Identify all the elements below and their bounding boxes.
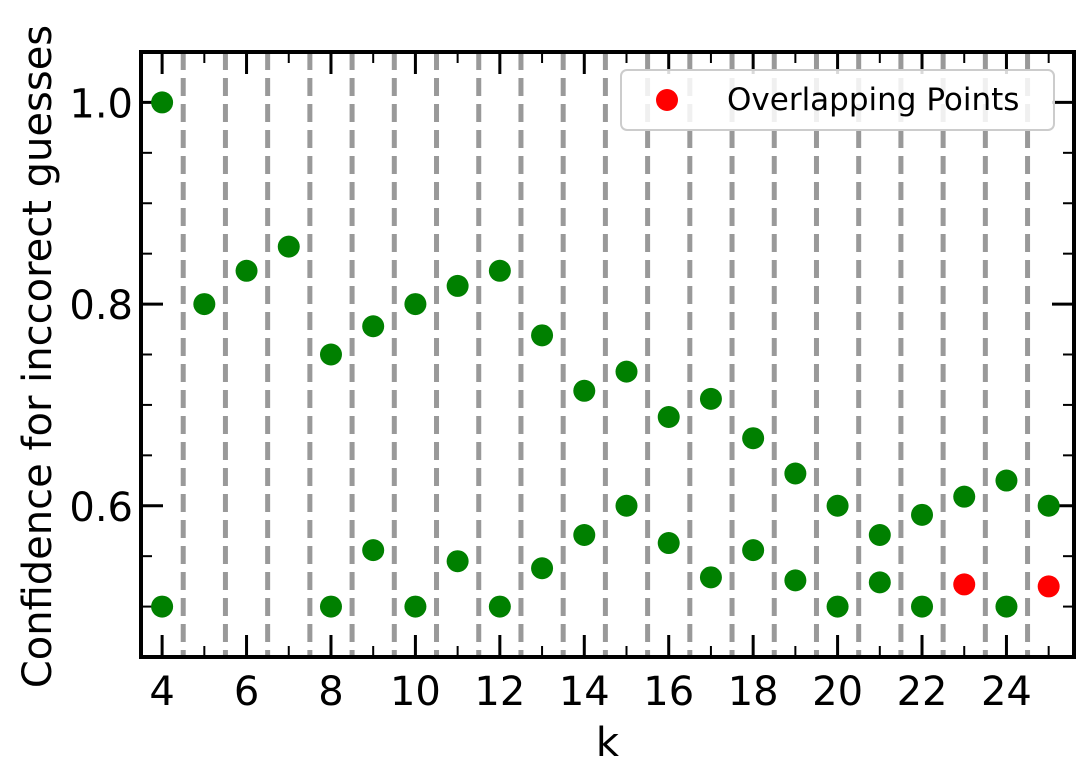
legend: Overlapping Points: [620, 69, 1055, 131]
data-point: [531, 557, 554, 580]
data-point: [911, 503, 934, 526]
vertical-dashed-lines: [180, 52, 1031, 657]
data-point: [826, 494, 849, 517]
overlap-point: [953, 573, 976, 596]
data-point: [953, 485, 976, 508]
data-point: [826, 595, 849, 618]
data-point: [488, 595, 511, 618]
legend-box: [620, 69, 1055, 131]
x-axis-label: k: [596, 720, 620, 766]
tick-labels: 4 6 8 10 12 14 16 18 20 22 24 0.6 0.8 1.0: [69, 81, 1032, 715]
data-point: [319, 595, 342, 618]
x-tick-label: 8: [318, 669, 343, 715]
y-axis-label: Confidence for inccorect guesses: [15, 25, 61, 688]
data-point: [404, 293, 427, 316]
data-point: [362, 315, 385, 338]
data-point: [362, 539, 385, 562]
x-tick-label: 24: [981, 669, 1032, 715]
data-point: [193, 293, 216, 316]
data-point: [151, 595, 174, 618]
data-point: [699, 566, 722, 589]
x-tick-label: 22: [897, 669, 948, 715]
data-point: [742, 427, 765, 450]
x-tick-label: 12: [474, 669, 525, 715]
legend-marker-overlapping: [656, 89, 678, 111]
x-tick-label: 14: [559, 669, 610, 715]
data-point: [235, 259, 258, 282]
data-point: [446, 550, 469, 573]
data-point: [319, 343, 342, 366]
data-point: [995, 595, 1018, 618]
data-point: [995, 469, 1018, 492]
data-point: [784, 462, 807, 485]
data-point: [911, 595, 934, 618]
plot-frame: [139, 50, 1076, 659]
y-tick-label: 1.0: [69, 81, 133, 127]
y-tick-label: 0.8: [69, 283, 133, 329]
data-point: [446, 274, 469, 297]
data-point: [868, 523, 891, 546]
data-point: [1037, 494, 1060, 517]
data-point: [151, 91, 174, 114]
data-point: [615, 494, 638, 517]
data-point: [531, 324, 554, 347]
data-point: [404, 595, 427, 618]
data-point: [657, 406, 680, 429]
data-point: [699, 387, 722, 410]
x-tick-label: 10: [390, 669, 441, 715]
x-tick-label: 18: [728, 669, 779, 715]
data-point: [784, 569, 807, 592]
overlap-point: [1037, 575, 1060, 598]
x-tick-label: 16: [643, 669, 694, 715]
x-tick-label: 4: [149, 669, 174, 715]
data-points: [151, 91, 1060, 618]
data-point: [277, 235, 300, 258]
y-tick-label: 0.6: [69, 485, 133, 531]
x-tick-label: 6: [234, 669, 259, 715]
data-point: [868, 571, 891, 594]
data-point: [742, 539, 765, 562]
data-point: [573, 379, 596, 402]
x-tick-label: 20: [812, 669, 863, 715]
data-point: [573, 523, 596, 546]
data-point: [657, 532, 680, 555]
data-point: [488, 259, 511, 282]
data-point: [615, 360, 638, 383]
legend-label-overlapping: Overlapping Points: [727, 82, 1019, 118]
